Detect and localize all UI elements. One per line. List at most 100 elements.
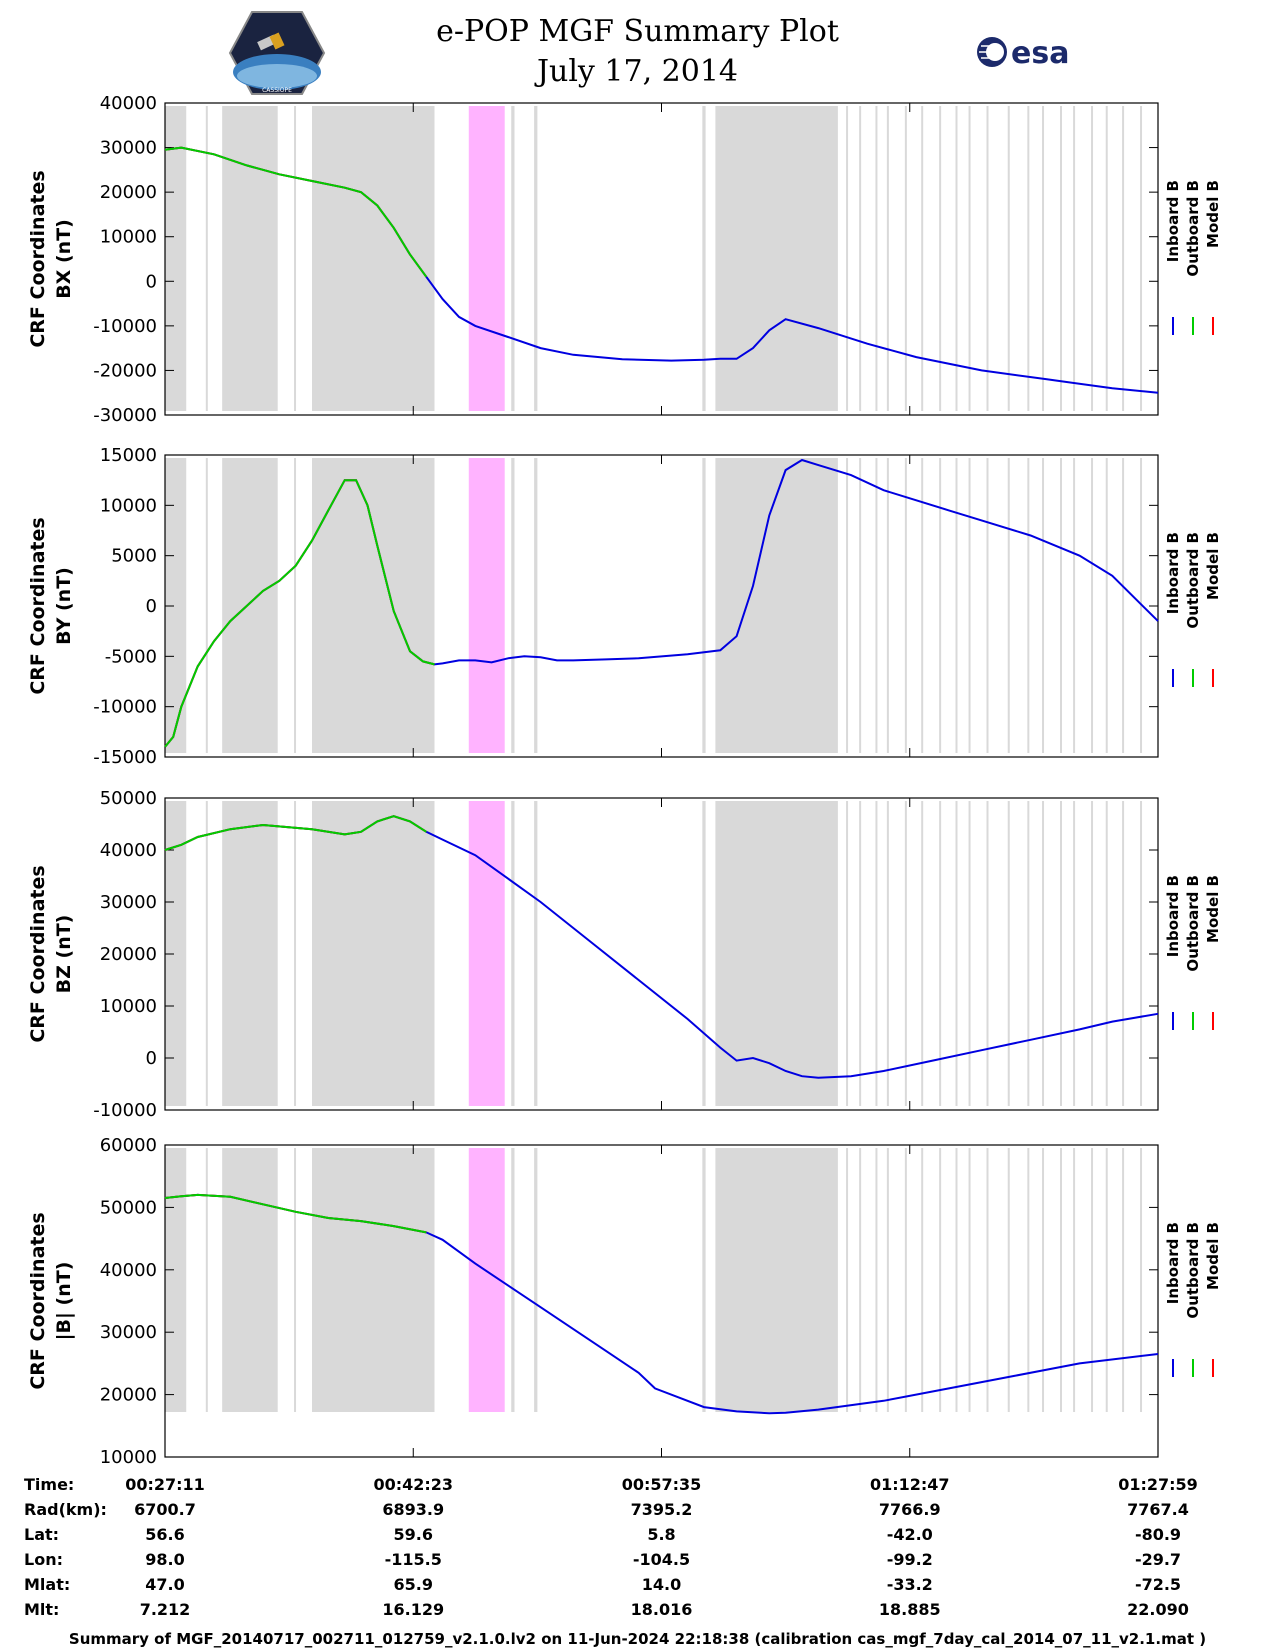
panel-1-shade-region xyxy=(859,106,862,411)
panel-2-shade-region xyxy=(205,458,208,753)
panel-4-shade-region xyxy=(986,1148,989,1412)
cassiope-logo: CASSIOPE xyxy=(228,11,326,95)
panel-4-shade-region xyxy=(846,1148,849,1412)
panel-1-ytick-label: 10000 xyxy=(100,227,157,248)
info-cell: 01:12:47 xyxy=(869,1475,950,1494)
panel-4-shade-region xyxy=(715,1148,838,1412)
panel-3-shade-region xyxy=(1027,801,1030,1106)
panel-1-shade-region xyxy=(1140,106,1143,411)
info-cell: 00:42:23 xyxy=(373,1475,454,1494)
panel-3-shade-region xyxy=(875,801,878,1106)
panel-4-shade-region xyxy=(1007,1148,1010,1412)
panel-2-shade-region xyxy=(1027,458,1030,753)
panel-4-shade-region xyxy=(702,1148,706,1412)
panel-3-shade-region xyxy=(222,801,278,1106)
panel-1-outboard-line xyxy=(164,146,428,278)
info-cell: -80.9 xyxy=(1134,1525,1182,1544)
panel-2-shade-region xyxy=(534,458,538,753)
panel-4-shade-region xyxy=(939,1148,942,1412)
panel-3-shade-region xyxy=(921,801,924,1106)
left-logo-text: CASSIOPE xyxy=(262,87,292,94)
panel-1-shade-region xyxy=(1042,106,1045,411)
info-cell: 5.8 xyxy=(647,1525,676,1544)
panel-2-shade-region xyxy=(1105,458,1108,753)
info-cell: 47.0 xyxy=(145,1575,185,1594)
info-cell: 14.0 xyxy=(641,1575,682,1594)
info-cell: 01:27:59 xyxy=(1118,1475,1198,1494)
panel-2-shade-region xyxy=(886,458,889,753)
panel-4-shade-region xyxy=(904,1148,907,1412)
panel-2-shade-region xyxy=(1122,458,1125,753)
panel-1-shade-region xyxy=(702,106,706,411)
panel-3-shade-region xyxy=(886,801,889,1106)
panel-4-ytick-label: 40000 xyxy=(100,1260,157,1281)
info-cell: -99.2 xyxy=(886,1550,933,1569)
panel-1-ylabel: CRF Coordinates xyxy=(27,170,49,347)
esa-logo-text: esa xyxy=(1011,36,1069,71)
panel-3-ylabel-unit: BZ (nT) xyxy=(53,915,75,994)
footer-caption: Summary of MGF_20140717_002711_012759_v2… xyxy=(68,1630,1207,1648)
panel-2-shade-region xyxy=(511,458,515,753)
panel-1-shade-region xyxy=(846,106,849,411)
panel-3-shade-region xyxy=(939,801,942,1106)
panel-4-shade-region xyxy=(311,1148,435,1412)
panel-2-ylabel-unit: BY (nT) xyxy=(53,567,75,645)
panel-3-ytick-label: 20000 xyxy=(100,944,157,965)
panel-3-shade-region xyxy=(1060,801,1063,1106)
panel-3-ytick-label: -10000 xyxy=(93,1100,157,1121)
panel-2-ytick-label: 0 xyxy=(146,596,157,617)
panel-1-shade-region xyxy=(294,106,297,411)
panel-1-shade-region xyxy=(986,106,989,411)
panel-3-shade-region xyxy=(702,801,706,1106)
panel-4-ylabel: CRF Coordinates xyxy=(27,1212,49,1389)
info-cell: 65.9 xyxy=(393,1575,433,1594)
panel-2-ytick-label: -5000 xyxy=(105,646,157,667)
panel-4-legend-label: Outboard B xyxy=(1184,1222,1202,1319)
panel-3-shade-region xyxy=(859,801,862,1106)
panel-4-shade-region xyxy=(511,1148,515,1412)
panel-1-shade-region xyxy=(222,106,278,411)
panel-2-shade-region xyxy=(311,458,435,753)
panel-3-ytick-label: 10000 xyxy=(100,996,157,1017)
panel-1-ytick-label: 20000 xyxy=(100,182,157,203)
panel-2-legend-label: Outboard B xyxy=(1184,532,1202,629)
panel-4-outboard-line xyxy=(164,1193,427,1234)
panel-1-shade-region xyxy=(1091,106,1094,411)
panel-3-shade-region xyxy=(1105,801,1108,1106)
info-cell: 56.6 xyxy=(145,1525,185,1544)
panel-1-shade-region xyxy=(921,106,924,411)
panel-3-shade-region xyxy=(715,801,838,1106)
info-cell: -72.5 xyxy=(1134,1575,1182,1594)
panel-4-shade-region xyxy=(1105,1148,1108,1412)
panel-1-shade-region xyxy=(715,106,838,411)
panel-1-ytick-label: 40000 xyxy=(100,93,157,114)
info-row-label: Rad(km): xyxy=(24,1500,107,1519)
panel-1-ytick-label: 30000 xyxy=(100,138,157,159)
info-cell: 00:27:11 xyxy=(125,1475,205,1494)
panel-2-shade-region xyxy=(1007,458,1010,753)
panel-3-shade-region xyxy=(846,801,849,1106)
panel-4-shade-region xyxy=(294,1148,297,1412)
panel-1-shade-region xyxy=(1060,106,1063,411)
panel-2-legend-label: Model B xyxy=(1204,532,1222,600)
panel-2-shade-region xyxy=(846,458,849,753)
panel-4-ytick-label: 50000 xyxy=(100,1197,157,1218)
chart-title: e-POP MGF Summary Plot xyxy=(436,14,839,49)
panel-2-ytick-label: 15000 xyxy=(100,445,157,466)
panel-2-shade-region xyxy=(1073,458,1076,753)
panel-1-shade-region xyxy=(511,106,515,411)
info-cell: 6893.9 xyxy=(382,1500,445,1519)
panel-4-shade-region xyxy=(921,1148,924,1412)
panel-1-shade-region xyxy=(875,106,878,411)
info-cell: 16.129 xyxy=(382,1600,445,1619)
info-cell: -42.0 xyxy=(886,1525,933,1544)
panel-1-shade-region xyxy=(939,106,942,411)
panel-4-shade-region xyxy=(875,1148,878,1412)
panel-2-ylabel: CRF Coordinates xyxy=(27,517,49,694)
panel-4-ytick-label: 20000 xyxy=(100,1385,157,1406)
panel-4-legend-label: Inboard B xyxy=(1164,1222,1182,1304)
panel-3-legend-label: Outboard B xyxy=(1184,875,1202,972)
panel-1-ytick-label: -30000 xyxy=(93,405,157,426)
panel-1-legend-label: Outboard B xyxy=(1184,180,1202,277)
panel-1-ytick-label: 0 xyxy=(146,271,157,292)
